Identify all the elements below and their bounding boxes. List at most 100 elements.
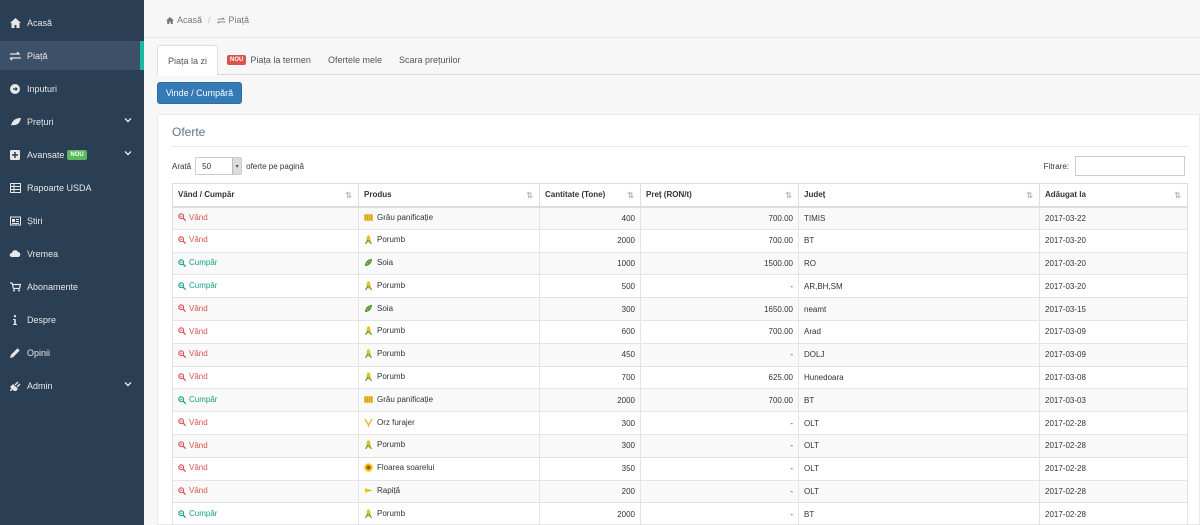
cell-product: Floarea soarelui — [358, 456, 540, 481]
tab-label: Scara prețurilor — [399, 55, 461, 65]
col-header-date[interactable]: Adăugat la ⇅ — [1039, 183, 1188, 208]
page-length-suffix: oferte pe pagină — [246, 161, 304, 171]
sell-link[interactable]: Vând — [178, 235, 208, 244]
sidebar-item-inputuri[interactable]: Inputuri — [0, 74, 144, 103]
sell-link[interactable]: Vând — [178, 486, 208, 495]
table-row[interactable]: Vând Soia 300 1650.00 neamt 2017-03-15 — [172, 297, 1188, 321]
zoom-icon — [178, 281, 186, 290]
tab-ofertele-mele[interactable]: Ofertele mele — [318, 45, 392, 75]
cell-side: Vând — [172, 206, 359, 230]
buy-link[interactable]: Cumpăr — [178, 258, 217, 267]
sidebar-item-vremea[interactable]: Vremea — [0, 239, 144, 268]
sidebar-item-avansate[interactable]: Avansate NOU — [0, 140, 144, 169]
cell-county: OLT — [798, 411, 1040, 435]
sell-link[interactable]: Vând — [178, 372, 208, 381]
rapeseed-icon — [364, 486, 377, 495]
sell-link[interactable]: Vând — [178, 327, 208, 336]
tab-piata-la-termen[interactable]: NOU Piața la termen — [217, 45, 321, 75]
table-row[interactable]: Vând Grâu panificație 400 700.00 TIMIS 2017-0… — [172, 206, 1188, 230]
zoom-icon — [178, 372, 186, 381]
cell-product: Porumb — [358, 319, 540, 344]
sell-link[interactable]: Vând — [178, 304, 208, 313]
cell-price: - — [640, 342, 799, 367]
col-header-price[interactable]: Preț (RON/t) ⇅ — [640, 183, 799, 208]
table-row[interactable]: Vând Porumb 600 700.00 Arad 2017-03-09 — [172, 319, 1188, 344]
sidebar-item-piata[interactable]: Piață — [0, 41, 144, 70]
buy-link[interactable]: Cumpăr — [178, 395, 217, 404]
cell-date: 2017-03-09 — [1039, 319, 1188, 344]
buy-link[interactable]: Cumpăr — [178, 509, 217, 518]
cell-quantity: 300 — [539, 433, 641, 458]
sell-buy-button[interactable]: Vinde / Cumpără — [157, 82, 242, 104]
col-header-quantity[interactable]: Cantitate (Tone) ⇅ — [539, 183, 641, 208]
cell-date: 2017-02-28 — [1039, 433, 1188, 458]
breadcrumb-home[interactable]: Acasă — [166, 15, 202, 25]
sell-link[interactable]: Vând — [178, 349, 208, 358]
table-row[interactable]: Cumpăr Grâu panificație 2000 700.00 BT 2017-0… — [172, 388, 1188, 413]
zoom-icon — [178, 441, 186, 450]
sidebar-item-acasa[interactable]: Acasă — [0, 8, 144, 37]
cell-product: Porumb — [358, 433, 540, 458]
table-row[interactable]: Vând Porumb 2000 700.00 BT 2017-03-20 — [172, 228, 1188, 253]
cell-price: 700.00 — [640, 228, 799, 253]
sidebar-item-despre[interactable]: Despre — [0, 305, 144, 334]
product-label: Soia — [377, 257, 394, 267]
tab-piata-la-zi[interactable]: Piața la zi — [157, 45, 219, 76]
cell-quantity: 300 — [539, 297, 641, 321]
cell-county: OLT — [798, 479, 1040, 504]
product-label: Porumb — [377, 440, 406, 450]
cell-quantity: 300 — [539, 411, 641, 435]
filter-input[interactable] — [1075, 156, 1185, 176]
cell-product: Porumb — [358, 228, 540, 253]
cell-product: Rapiță — [358, 479, 540, 504]
cell-side: Cumpăr — [172, 274, 359, 299]
cell-date: 2017-03-22 — [1039, 206, 1188, 230]
table-row[interactable]: Vând Floarea soarelui 350- OLT 2017-02-28 — [172, 456, 1188, 481]
table-row[interactable]: Vând Rapiță 200- OLT 2017-02-28 — [172, 479, 1188, 504]
corn-icon — [364, 280, 377, 290]
sidebar-item-admin[interactable]: Admin — [0, 371, 144, 400]
tab-scara-preturilor[interactable]: Scara prețurilor — [389, 45, 471, 75]
wheat-icon — [364, 395, 377, 404]
sidebar-item-opinii[interactable]: Opinii — [0, 338, 144, 367]
barley-icon — [364, 418, 377, 427]
col-header-side[interactable]: Vând / Cumpăr ⇅ — [172, 183, 359, 208]
buy-link[interactable]: Cumpăr — [178, 281, 217, 290]
plus-square-icon — [9, 149, 21, 161]
cell-date: 2017-03-08 — [1039, 365, 1188, 390]
cell-quantity: 500 — [539, 274, 641, 299]
cell-county: OLT — [798, 456, 1040, 481]
corn-icon — [364, 235, 377, 245]
page-length-select[interactable]: 50 ▾ — [195, 157, 243, 175]
product-label: Grâu panificație — [377, 394, 434, 404]
table-row[interactable]: Cumpăr Porumb 2000- BT 2017-02-28 — [172, 502, 1188, 525]
sidebar-item-preturi[interactable]: Prețuri — [0, 107, 144, 136]
sidebar-item-stiri[interactable]: Știri — [0, 206, 144, 235]
product-label: Porumb — [377, 349, 406, 359]
col-header-product[interactable]: Produs ⇅ — [358, 183, 540, 208]
sidebar-item-abonamente[interactable]: Abonamente — [0, 272, 144, 301]
divider — [172, 146, 1188, 147]
sell-link[interactable]: Vând — [178, 463, 208, 472]
header-label: Județ — [804, 190, 826, 200]
side-label: Vând — [189, 326, 208, 336]
main-content: Acasă / Piață Piața la zi NOU Piața la t… — [144, 0, 1200, 525]
table-row[interactable]: Cumpăr Porumb 500- AR,BH,SM 2017-03-20 — [172, 274, 1188, 299]
cell-quantity: 450 — [539, 342, 641, 367]
col-header-county[interactable]: Județ ⇅ — [798, 183, 1040, 208]
cell-date: 2017-03-09 — [1039, 342, 1188, 367]
table-row[interactable]: Vând Porumb 450- DOLJ 2017-03-09 — [172, 342, 1188, 367]
cell-price: - — [640, 274, 799, 299]
table-row[interactable]: Vând Orz furajer 300- OLT 2017-02-28 — [172, 411, 1188, 435]
table-row[interactable]: Vând Porumb 700 625.00 Hunedoara 2017-03-08 — [172, 365, 1188, 390]
sidebar-item-rapoarte-usda[interactable]: Rapoarte USDA — [0, 173, 144, 202]
sort-icon: ⇅ — [345, 191, 352, 200]
cell-date: 2017-02-28 — [1039, 479, 1188, 504]
table-row[interactable]: Cumpăr Soia 1000 1500.00 RO 2017-03-20 — [172, 251, 1188, 276]
sell-link[interactable]: Vând — [178, 418, 208, 427]
table-row[interactable]: Vând Porumb 300- OLT 2017-02-28 — [172, 433, 1188, 458]
arrow-circle-icon — [9, 83, 21, 95]
sell-link[interactable]: Vând — [178, 213, 208, 222]
sell-link[interactable]: Vând — [178, 441, 208, 450]
info-icon — [9, 314, 21, 326]
